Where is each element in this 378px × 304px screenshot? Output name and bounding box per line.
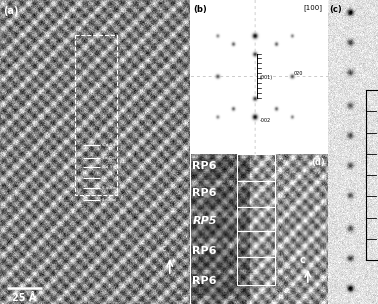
Text: (c): (c) <box>329 5 342 14</box>
Text: [100]: [100] <box>304 4 322 11</box>
Text: RP6: RP6 <box>192 246 217 256</box>
Text: RP6: RP6 <box>192 161 217 171</box>
Text: (Ca,Sm): (Ca,Sm) <box>102 165 119 169</box>
Text: RP6: RP6 <box>192 276 217 286</box>
Bar <box>237 257 274 285</box>
Text: 25 Å: 25 Å <box>12 293 37 303</box>
Bar <box>237 181 274 207</box>
Text: (001): (001) <box>260 75 273 80</box>
Bar <box>237 154 274 181</box>
Text: 020: 020 <box>294 71 304 76</box>
Text: (b): (b) <box>194 5 207 14</box>
Bar <box>75 35 117 195</box>
Text: (Ca,Sm): (Ca,Sm) <box>102 143 119 147</box>
Text: (a): (a) <box>3 6 19 16</box>
Text: (La,Ca): (La,Ca) <box>102 156 117 160</box>
Text: (Ca,Sm): (Ca,Sm) <box>102 186 119 190</box>
Text: RP5: RP5 <box>192 216 217 226</box>
Text: (La,Ca): (La,Ca) <box>102 198 117 202</box>
Text: c: c <box>162 244 166 253</box>
Text: -002: -002 <box>260 118 271 123</box>
Bar <box>237 207 274 231</box>
Bar <box>237 231 274 257</box>
Text: RP6: RP6 <box>192 188 217 198</box>
Text: Ca: Ca <box>102 176 107 180</box>
Text: (d): (d) <box>311 158 325 168</box>
Text: c: c <box>300 255 306 265</box>
